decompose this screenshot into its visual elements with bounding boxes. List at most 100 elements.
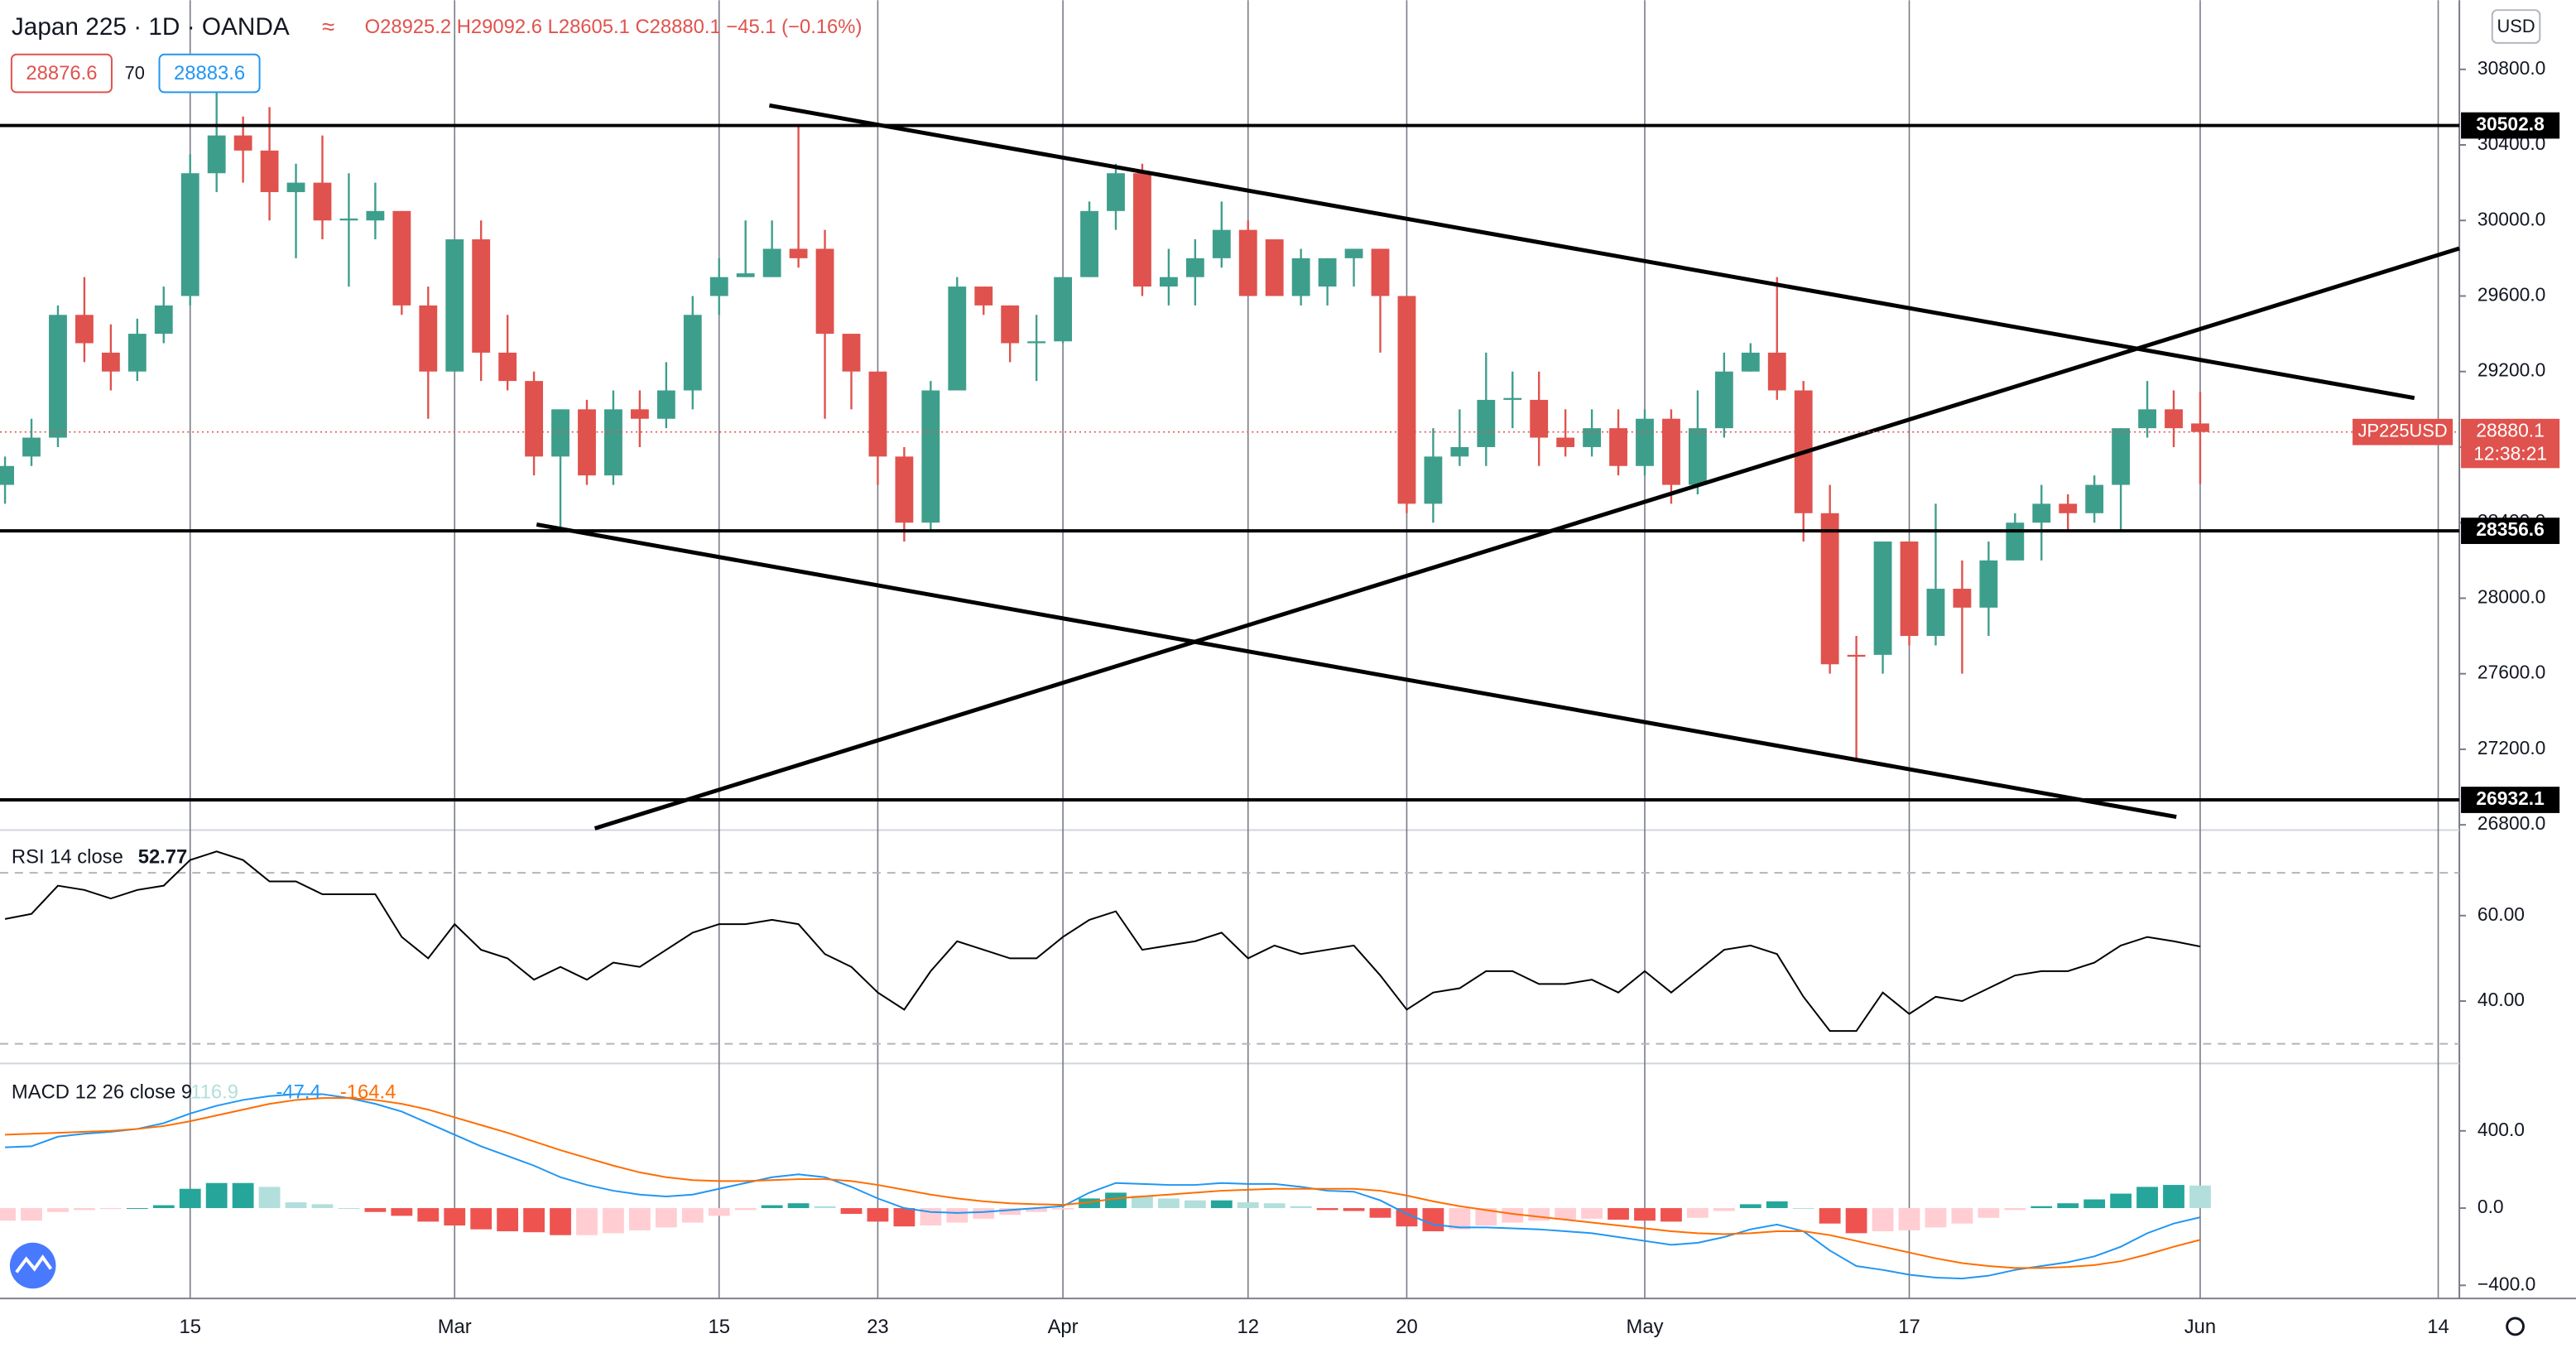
candle-body bbox=[974, 286, 993, 306]
macd-histogram-bar bbox=[1422, 1208, 1444, 1232]
macd-title: MACD 12 26 close 9 bbox=[12, 1081, 192, 1103]
level-label-box bbox=[2461, 518, 2560, 544]
candle-body bbox=[1238, 229, 1257, 296]
sell-button[interactable] bbox=[10, 53, 113, 94]
level-label: 26932.1 bbox=[2476, 787, 2545, 809]
buy-button[interactable] bbox=[158, 53, 261, 94]
x-tick-label: 15 bbox=[179, 1316, 200, 1338]
logo[interactable] bbox=[9, 1242, 56, 1289]
logo-mark[interactable] bbox=[15, 1254, 53, 1273]
macd-histogram-bar bbox=[999, 1208, 1021, 1216]
macd-histogram-bar bbox=[391, 1208, 413, 1216]
y-tick-label: 28000.0 bbox=[2477, 585, 2545, 607]
macd-line bbox=[5, 1093, 2201, 1280]
macd-histogram-bar bbox=[152, 1205, 175, 1209]
macd-histogram-bar bbox=[708, 1208, 730, 1216]
macd-signal-value: -164.4 bbox=[340, 1081, 396, 1103]
settings-icon[interactable] bbox=[2506, 1317, 2525, 1336]
candle-body bbox=[1397, 296, 1416, 504]
candle-body bbox=[1636, 418, 1654, 466]
candle-body bbox=[1741, 352, 1760, 372]
candle-body bbox=[1662, 418, 1680, 485]
candle-body bbox=[1767, 352, 1786, 391]
plot-layer bbox=[0, 0, 2467, 1299]
currency[interactable]: USD bbox=[2497, 16, 2535, 36]
macd-histogram-bar bbox=[1739, 1204, 1761, 1209]
level-label-box bbox=[2461, 112, 2560, 139]
macd-histogram-bar bbox=[285, 1202, 307, 1209]
candle-body bbox=[1609, 428, 1627, 466]
macd-histogram-bar bbox=[1449, 1208, 1471, 1230]
macd-histogram-bar bbox=[1925, 1208, 1947, 1228]
macd-histogram-bar bbox=[1608, 1208, 1629, 1220]
macd-histogram-bar bbox=[946, 1208, 968, 1223]
macd-histogram-bar bbox=[1978, 1208, 2000, 1218]
last-price-label: 28880.1 bbox=[2476, 420, 2544, 441]
macd-histogram-bar bbox=[761, 1205, 783, 1209]
candle-body bbox=[789, 248, 808, 258]
candle-body bbox=[1001, 305, 1020, 344]
macd-histogram-bar bbox=[1502, 1208, 1524, 1223]
macd-histogram-bar bbox=[0, 1208, 16, 1221]
x-tick-label: 14 bbox=[2427, 1316, 2449, 1338]
macd-histogram-bar bbox=[1898, 1208, 1920, 1230]
candle-body bbox=[683, 315, 702, 391]
candle-body bbox=[1080, 210, 1098, 277]
macd-histogram-bar bbox=[840, 1208, 863, 1215]
level-label: 28356.6 bbox=[2476, 518, 2544, 540]
y-tick-label: 29600.0 bbox=[2477, 284, 2545, 306]
bid-price[interactable]: 28876.6 bbox=[26, 62, 97, 84]
macd-histogram-bar bbox=[1290, 1206, 1312, 1209]
candle-body bbox=[472, 239, 491, 353]
macd-histogram-bar bbox=[1210, 1200, 1233, 1209]
macd-histogram-bar bbox=[1713, 1208, 1735, 1211]
symbol-label-box bbox=[2353, 418, 2453, 445]
gear[interactable] bbox=[2506, 1317, 2525, 1336]
candle-body bbox=[180, 173, 199, 296]
macd-histogram-bar bbox=[1052, 1208, 1074, 1210]
candle-body bbox=[1583, 428, 1602, 447]
candle-body bbox=[948, 286, 967, 391]
ask-price[interactable]: 28883.6 bbox=[174, 62, 245, 84]
candle-body bbox=[815, 248, 834, 335]
macd-histogram-bar bbox=[2004, 1208, 2026, 1211]
candle-body bbox=[2085, 484, 2104, 513]
macd-histogram-bar bbox=[1263, 1203, 1286, 1209]
macd-hist-value: 116.9 bbox=[190, 1081, 238, 1103]
macd-histogram-bar bbox=[655, 1208, 677, 1228]
candle-body bbox=[0, 465, 14, 485]
level-label-box bbox=[2461, 787, 2560, 813]
currency-button[interactable] bbox=[2491, 9, 2541, 44]
ohlc-low: L28605.1 bbox=[548, 16, 630, 38]
macd-histogram-bar bbox=[2057, 1203, 2079, 1209]
macd-histogram-bar bbox=[2110, 1193, 2132, 1209]
candle-body bbox=[1820, 513, 1839, 665]
y-tick-label: 30000.0 bbox=[2477, 208, 2545, 229]
candle-body bbox=[2165, 409, 2183, 429]
candle-body bbox=[1979, 560, 1998, 608]
macd-histogram-bar bbox=[1766, 1201, 1788, 1209]
candle-body bbox=[1530, 399, 1549, 438]
candle-body bbox=[1953, 589, 1972, 608]
indicator-icon: ≈ bbox=[322, 13, 334, 39]
candle-body bbox=[101, 352, 120, 372]
macd-histogram-bar bbox=[1819, 1208, 1841, 1224]
candle-body bbox=[1714, 371, 1733, 429]
candle-body bbox=[1265, 239, 1284, 296]
y-tick-label: 0.0 bbox=[2477, 1196, 2504, 1217]
candle-body bbox=[154, 305, 173, 335]
candle-body bbox=[1185, 258, 1204, 277]
macd-histogram-bar bbox=[205, 1182, 228, 1209]
candle-body bbox=[1027, 341, 1046, 344]
candle-body bbox=[1503, 397, 1522, 400]
candle-body bbox=[1847, 654, 1866, 657]
candle-body bbox=[286, 182, 305, 193]
y-tick-label: −400.0 bbox=[2477, 1273, 2535, 1294]
candle-body bbox=[1291, 258, 1310, 296]
macd-histogram-bar bbox=[258, 1187, 281, 1209]
candle-body bbox=[1371, 248, 1390, 296]
candle-body bbox=[630, 409, 649, 419]
candle-body bbox=[2059, 503, 2078, 513]
ohlc-open: O28925.2 bbox=[365, 16, 452, 38]
